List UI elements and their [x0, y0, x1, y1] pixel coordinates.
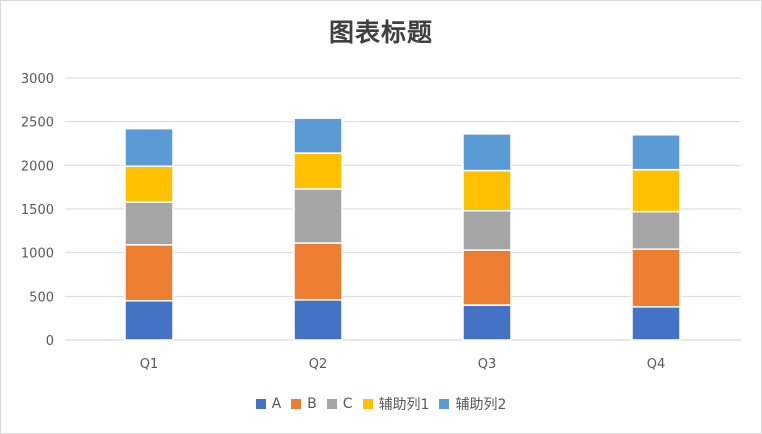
y-tick-label: 1000	[21, 247, 54, 262]
legend-swatch	[291, 399, 302, 409]
y-tick-label: 0	[46, 334, 54, 349]
bar-segment-q1	[124, 201, 174, 246]
bar-segment-q1	[124, 299, 174, 341]
x-tick-label: Q1	[140, 357, 159, 372]
legend-label: C	[342, 396, 353, 412]
bar-segment-q3	[462, 209, 512, 251]
bar-segment-q2	[293, 117, 343, 154]
bar-segment-q3	[462, 249, 512, 306]
bar-segment-q1	[124, 165, 174, 203]
legend-swatch	[255, 399, 266, 409]
legend-item: 辅助列2	[439, 394, 506, 414]
legend-item: A	[255, 396, 282, 412]
legend-item: 辅助列1	[362, 394, 430, 414]
chart-title: 图表标题	[328, 18, 433, 47]
bar-segment-q1	[124, 244, 174, 302]
y-tick-label: 500	[29, 290, 54, 305]
bar-segment-q4	[631, 306, 681, 341]
bar-segment-q1	[124, 127, 174, 167]
y-tick-label: 2000	[21, 159, 54, 174]
bar-segment-q3	[462, 304, 512, 341]
bar-segment-q2	[293, 242, 343, 301]
legend-label: 辅助列2	[455, 397, 507, 413]
y-tick-label: 2500	[21, 116, 54, 131]
legend-label: 辅助列1	[378, 397, 430, 413]
chart-legend: A B C 辅助列1 辅助列2	[1, 394, 761, 414]
legend-item: C	[326, 396, 353, 412]
legend-label: A	[271, 396, 282, 412]
bar-segment-q3	[462, 169, 512, 212]
bar-segment-q4	[631, 168, 681, 213]
bar-segment-q2	[293, 299, 343, 341]
x-tick-label: Q2	[309, 357, 328, 372]
y-tick-label: 1500	[21, 203, 54, 218]
y-tick-label: 3000	[21, 72, 54, 87]
legend-swatch	[326, 399, 337, 409]
bar-segment-q2	[293, 152, 343, 190]
legend-swatch	[439, 399, 450, 409]
bar-segment-q4	[631, 248, 681, 308]
x-tick-label: Q3	[478, 357, 497, 372]
bar-segment-q4	[631, 210, 681, 250]
legend-swatch	[362, 399, 373, 409]
bar-segment-q3	[462, 133, 512, 172]
legend-item: B	[291, 396, 317, 412]
bar-segment-q2	[293, 188, 343, 244]
bar-segment-q4	[631, 134, 681, 171]
legend-label: B	[307, 396, 317, 412]
x-tick-label: Q4	[647, 357, 666, 372]
